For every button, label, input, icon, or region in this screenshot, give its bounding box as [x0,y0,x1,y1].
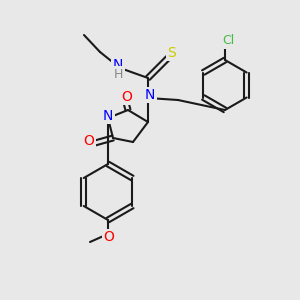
Text: O: O [122,90,132,104]
Text: O: O [103,230,114,244]
Text: S: S [168,46,176,60]
Text: O: O [84,134,94,148]
Text: N: N [145,88,155,102]
Text: N: N [113,58,123,72]
Text: Cl: Cl [222,34,234,47]
Text: N: N [103,109,113,123]
Text: H: H [113,68,123,80]
